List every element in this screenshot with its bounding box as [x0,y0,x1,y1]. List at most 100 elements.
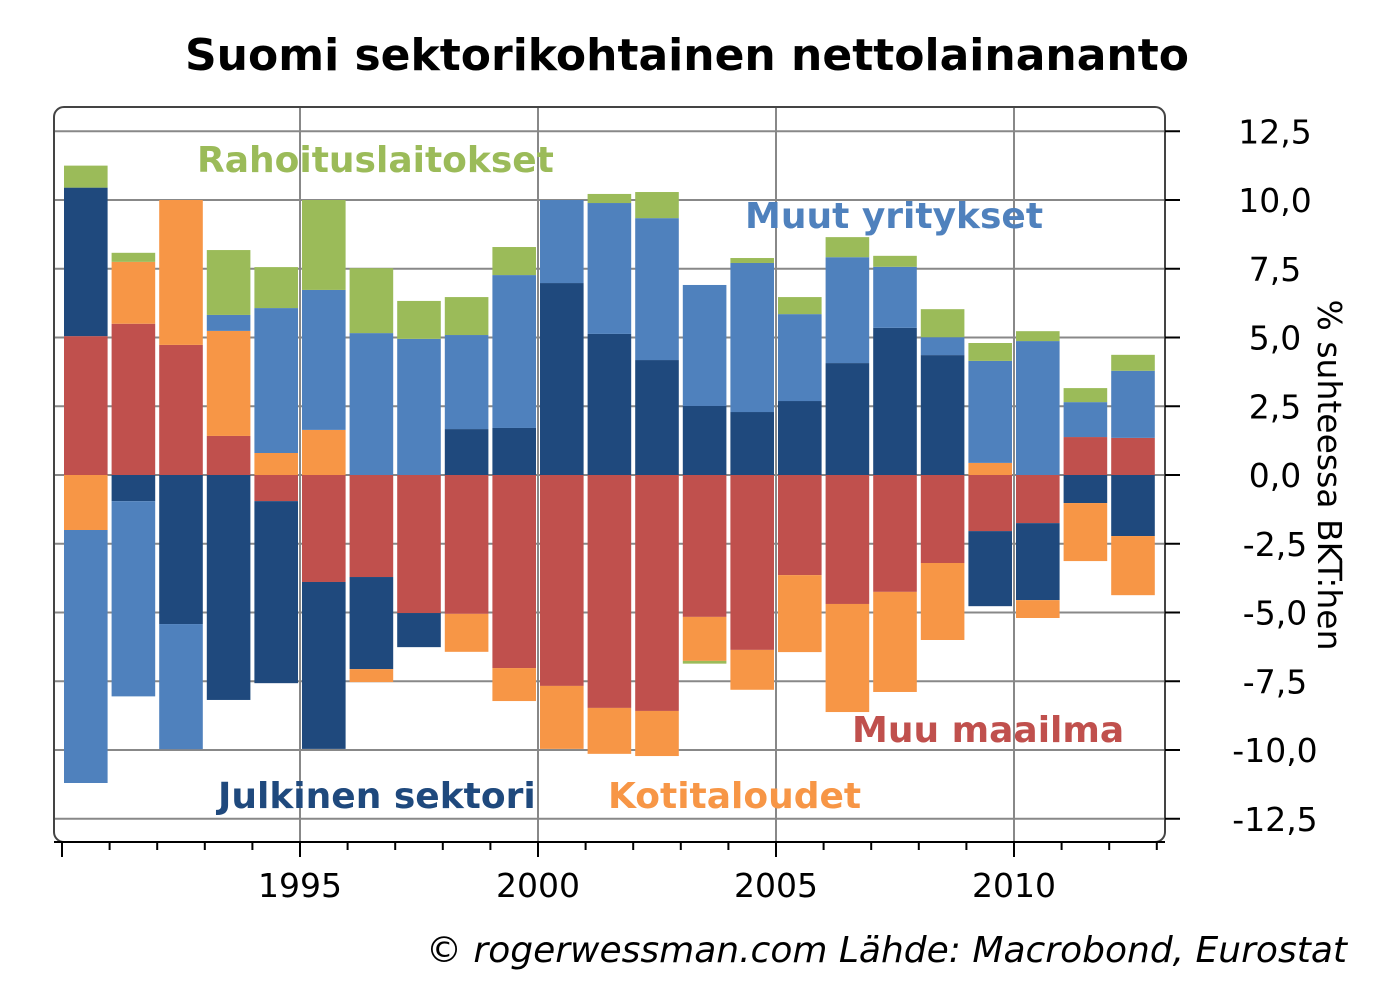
bar-julkinen-sektori-1997 [397,613,441,648]
bar-muu-maailma-2002 [635,475,679,711]
label-muu-maailma: Muu maailma [852,710,1124,751]
bar-muu-maailma-2001 [587,475,632,708]
bar-muut-yritykset-2011 [1063,402,1108,438]
bar-muut-yritykset-2009 [968,360,1012,463]
bar-muut-yritykset-1995 [302,289,346,430]
bar-rahoituslaitokset-2009 [968,343,1012,361]
bar-muu-maailma-1990 [64,336,108,475]
bar-muu-maailma-2004 [730,475,774,650]
bar-julkinen-sektori-2005 [778,401,822,475]
bar-kotitaloudet-1991 [111,261,156,324]
y-tick-label: -5,0 [1243,594,1307,633]
bar-julkinen-sektori-1996 [349,577,394,670]
bar-kotitaloudet-2005 [778,575,822,653]
bar-julkinen-sektori-1999 [492,427,536,475]
bar-kotitaloudet-2006 [825,603,870,713]
bar-muut-yritykset-1996 [349,333,394,475]
bar-muu-maailma-1998 [444,475,489,614]
label-julkinen-sektori: Julkinen sektori [215,776,536,817]
label-muut-yritykset: Muut yritykset [745,196,1043,237]
bar-muut-yritykset-1993 [206,314,251,331]
bar-kotitaloudet-1996 [349,669,394,683]
bar-muu-maailma-1999 [492,475,536,669]
label-rahoituslaitokset: Rahoituslaitokset [197,140,554,181]
bar-julkinen-sektori-1992 [159,475,203,625]
bar-muut-yritykset-2004 [730,262,774,413]
bar-julkinen-sektori-1998 [444,429,489,475]
bar-muut-yritykset-1990 [64,530,108,783]
bar-muu-maailma-1994 [254,475,298,502]
bar-muu-maailma-1992 [159,344,203,475]
bar-muu-maailma-2003 [682,475,727,617]
y-tick-label: 7,5 [1249,250,1301,289]
bar-rahoituslaitokset-2006 [825,237,870,258]
bar-muut-yritykset-2010 [1016,341,1060,475]
bar-rahoituslaitokset-2001 [587,193,632,204]
bar-muu-maailma-1995 [302,475,346,582]
bar-muut-yritykset-2003 [682,284,727,406]
y-tick-label: -2,5 [1243,525,1307,564]
bar-kotitaloudet-2009 [968,462,1012,475]
bar-kotitaloudet-1993 [206,330,251,436]
bar-muu-maailma-1996 [349,475,394,578]
bar-kotitaloudet-2000 [540,685,584,749]
bar-muut-yritykset-1997 [397,338,441,475]
x-tick-label: 1995 [258,866,342,905]
bar-julkinen-sektori-2006 [825,363,870,475]
bar-muut-yritykset-2005 [778,314,822,402]
bar-julkinen-sektori-2002 [635,360,679,475]
bar-muu-maailma-2009 [968,475,1012,532]
bar-rahoituslaitokset-1993 [206,250,251,315]
bar-kotitaloudet-1995 [302,429,346,475]
bar-rahoituslaitokset-2004 [730,258,774,263]
bar-muu-maailma-1997 [397,475,441,614]
y-tick-label: -10,0 [1232,731,1317,770]
bar-kotitaloudet-1999 [492,668,536,702]
bar-kotitaloudet-1990 [64,475,108,530]
bar-muut-yritykset-1991 [111,501,156,697]
bar-rahoituslaitokset-1997 [397,300,441,339]
y-tick-label: 12,5 [1238,112,1311,151]
y-tick-label: 0,0 [1249,456,1301,495]
bar-muut-yritykset-2000 [540,200,584,284]
bar-muu-maailma-2011 [1063,437,1108,475]
x-tick-label: 2010 [972,866,1056,905]
x-axis: 1995 2000 2005 2010 [54,841,1165,905]
bar-rahoituslaitokset-1990 [64,165,108,188]
y-tick-label: 2,5 [1249,387,1301,426]
bar-rahoituslaitokset-2003 [682,660,727,664]
bar-julkinen-sektori-2003 [682,405,727,475]
bar-muut-yritykset-2001 [587,203,632,334]
bar-kotitaloudet-2001 [587,707,632,754]
bar-rahoituslaitokset-2011 [1063,388,1108,403]
source-note: © rogerwessman.com Lähde: Macrobond, Eur… [426,930,1349,971]
bar-julkinen-sektori-2007 [873,327,917,475]
bar-rahoituslaitokset-1996 [349,268,394,334]
x-tick-label: 2005 [734,866,818,905]
bar-rahoituslaitokset-2008 [920,309,965,338]
bar-kotitaloudet-2003 [682,616,727,661]
bar-kotitaloudet-1998 [444,613,489,652]
y-axis: 12,5 10,0 7,5 5,0 2,5 0,0 -2,5 -5,0 -7,5 -10,0 -12… [1165,112,1318,839]
bar-kotitaloudet-1994 [254,453,298,475]
label-kotitaloudet: Kotitaloudet [608,776,861,817]
bar-julkinen-sektori-2009 [968,531,1012,607]
bar-muu-maailma-2005 [778,475,822,576]
bar-julkinen-sektori-2000 [540,283,584,475]
bar-julkinen-sektori-1994 [254,501,298,684]
x-tick-label: 2000 [496,866,580,905]
bar-muut-yritykset-2008 [920,337,965,356]
bar-julkinen-sektori-2012 [1111,475,1155,537]
y-tick-label: 10,0 [1238,181,1311,220]
y-axis-label: % suhteessa BKT:hen [1310,299,1349,650]
bar-julkinen-sektori-1991 [111,475,156,502]
bar-rahoituslaitokset-2012 [1111,354,1155,371]
bar-muut-yritykset-2012 [1111,370,1155,438]
y-tick-label: -12,5 [1232,800,1317,839]
bar-muu-maailma-2012 [1111,437,1155,475]
bars [64,165,1155,783]
bar-muu-maailma-2007 [873,475,917,592]
bar-muu-maailma-1993 [206,435,251,475]
bar-rahoituslaitokset-2005 [778,297,822,315]
bar-kotitaloudet-2012 [1111,536,1155,596]
